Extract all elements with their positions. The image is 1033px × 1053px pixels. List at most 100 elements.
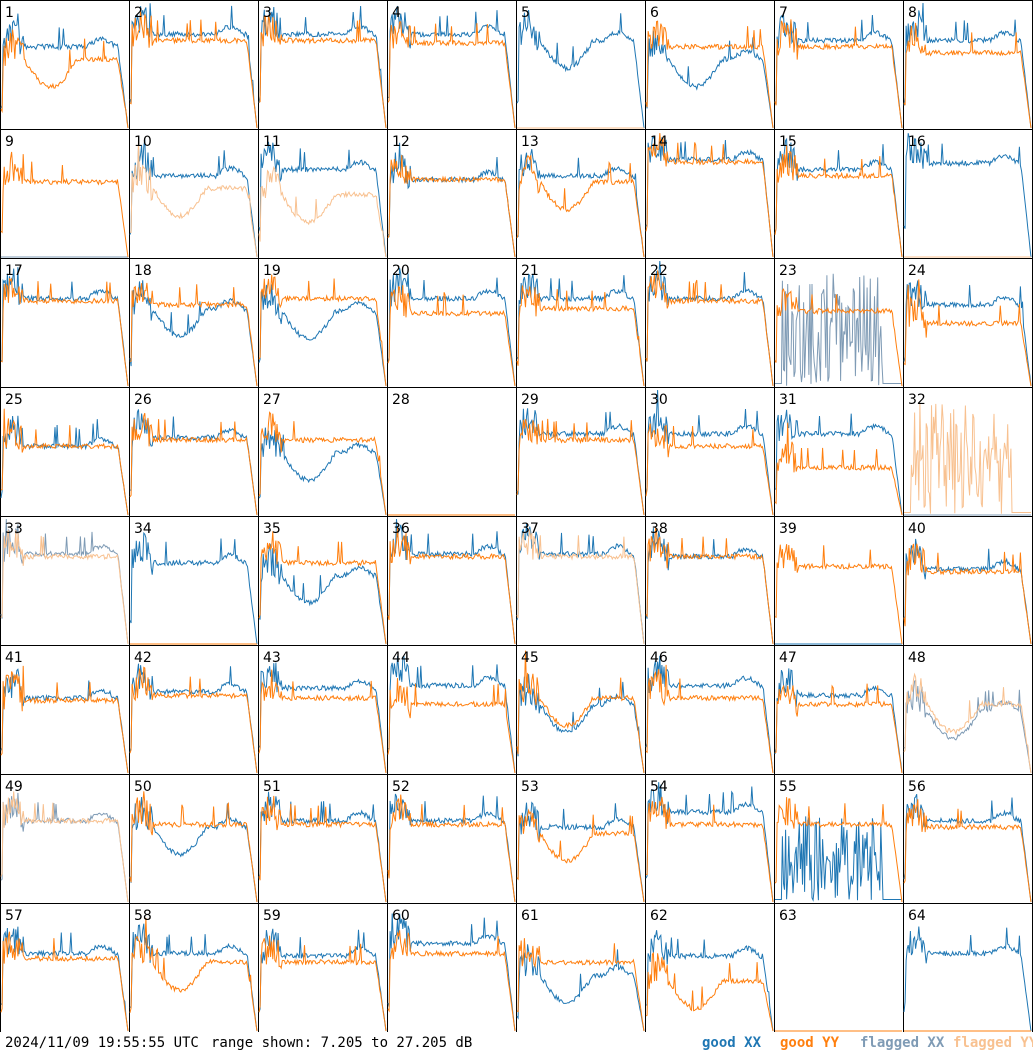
panel-frame bbox=[516, 645, 646, 775]
antenna-panel-14: 14 bbox=[645, 129, 775, 259]
antenna-panel-7: 7 bbox=[774, 0, 904, 130]
xx-trace bbox=[645, 782, 774, 903]
panel-frame bbox=[387, 129, 517, 259]
antenna-label: 32 bbox=[908, 392, 926, 408]
panel-frame bbox=[774, 0, 904, 130]
antenna-panel-42: 42 bbox=[129, 645, 259, 775]
antenna-panel-36: 36 bbox=[387, 516, 517, 646]
antenna-label: 43 bbox=[263, 650, 281, 666]
antenna-panel-10: 10 bbox=[129, 129, 259, 259]
panel-frame bbox=[774, 903, 904, 1032]
xx-trace bbox=[129, 663, 258, 774]
antenna-label: 12 bbox=[392, 134, 410, 150]
antenna-panel-34: 34 bbox=[129, 516, 259, 646]
panel-frame bbox=[129, 258, 259, 388]
yy-trace bbox=[129, 791, 258, 903]
antenna-panel-57: 57 bbox=[0, 903, 130, 1032]
yy-trace bbox=[0, 931, 129, 1032]
antenna-panel-37: 37 bbox=[516, 516, 646, 646]
antenna-label: 22 bbox=[650, 263, 668, 279]
panel-frame bbox=[516, 0, 646, 130]
panel-frame bbox=[387, 516, 517, 646]
antenna-label: 18 bbox=[134, 263, 152, 279]
timestamp: 2024/11/09 19:55:55 UTC bbox=[5, 1035, 199, 1051]
yy-trace bbox=[129, 282, 258, 387]
xx-trace bbox=[129, 531, 258, 645]
antenna-panel-53: 53 bbox=[516, 774, 646, 904]
yy-trace bbox=[129, 917, 258, 1032]
panel-frame bbox=[903, 516, 1033, 646]
antenna-label: 61 bbox=[521, 908, 539, 924]
panel-frame bbox=[0, 903, 130, 1032]
panel-frame bbox=[129, 645, 259, 775]
antenna-label: 25 bbox=[5, 392, 23, 408]
yy-trace bbox=[645, 20, 774, 129]
xx-trace bbox=[516, 273, 645, 387]
xx-trace bbox=[775, 273, 902, 386]
yy-trace bbox=[903, 799, 1032, 903]
antenna-panel-8: 8 bbox=[903, 0, 1033, 130]
xx-trace bbox=[0, 926, 129, 1032]
yy-trace bbox=[258, 411, 387, 516]
range-label: range shown: 7.205 to 27.205 dB bbox=[211, 1035, 473, 1051]
antenna-panel-29: 29 bbox=[516, 387, 646, 517]
yy-trace bbox=[0, 277, 129, 387]
antenna-panel-11: 11 bbox=[258, 129, 388, 259]
yy-trace bbox=[0, 408, 129, 516]
antenna-label: 4 bbox=[392, 5, 401, 21]
yy-trace bbox=[0, 791, 129, 903]
antenna-label: 57 bbox=[5, 908, 23, 924]
antenna-panel-26: 26 bbox=[129, 387, 259, 517]
xx-trace bbox=[516, 9, 645, 129]
antenna-panel-23: 23 bbox=[774, 258, 904, 388]
antenna-panel-5: 5 bbox=[516, 0, 646, 130]
xx-trace bbox=[0, 415, 129, 516]
antenna-label: 20 bbox=[392, 263, 410, 279]
antenna-panel-33: 33 bbox=[0, 516, 130, 646]
antenna-label: 40 bbox=[908, 521, 926, 537]
antenna-label: 5 bbox=[521, 5, 530, 21]
yy-trace bbox=[387, 794, 516, 903]
xx-trace bbox=[774, 137, 903, 258]
xx-trace bbox=[516, 801, 645, 903]
antenna-label: 21 bbox=[521, 263, 539, 279]
yy-trace bbox=[516, 650, 645, 774]
panel-frame bbox=[645, 645, 775, 775]
panel-frame bbox=[0, 516, 130, 646]
antenna-label: 13 bbox=[521, 134, 539, 150]
yy-trace bbox=[516, 155, 645, 258]
antenna-label: 15 bbox=[779, 134, 797, 150]
antenna-label: 30 bbox=[650, 392, 668, 408]
antenna-label: 45 bbox=[521, 650, 539, 666]
panel-frame bbox=[645, 516, 775, 646]
antenna-panel-60: 60 bbox=[387, 903, 517, 1032]
xx-trace bbox=[903, 679, 1032, 774]
xx-trace bbox=[258, 141, 387, 258]
yy-trace bbox=[0, 151, 129, 258]
yy-trace bbox=[387, 930, 516, 1032]
yy-trace bbox=[0, 29, 129, 129]
antenna-panel-55: 55 bbox=[774, 774, 904, 904]
antenna-panel-52: 52 bbox=[387, 774, 517, 904]
yy-trace bbox=[904, 403, 1031, 514]
yy-trace bbox=[645, 796, 774, 903]
antenna-label: 10 bbox=[134, 134, 152, 150]
antenna-panel-47: 47 bbox=[774, 645, 904, 775]
panel-frame bbox=[903, 903, 1033, 1032]
xx-trace bbox=[129, 796, 258, 903]
antenna-panel-41: 41 bbox=[0, 645, 130, 775]
antenna-label: 11 bbox=[263, 134, 281, 150]
xx-trace bbox=[0, 518, 129, 645]
antenna-panel-59: 59 bbox=[258, 903, 388, 1032]
xx-trace bbox=[645, 655, 774, 774]
panel-frame bbox=[258, 258, 388, 388]
antenna-label: 34 bbox=[134, 521, 152, 537]
antenna-panel-56: 56 bbox=[903, 774, 1033, 904]
antenna-panel-48: 48 bbox=[903, 645, 1033, 775]
antenna-panel-50: 50 bbox=[129, 774, 259, 904]
antenna-panel-62: 62 bbox=[645, 903, 775, 1032]
antenna-panel-6: 6 bbox=[645, 0, 775, 130]
xx-trace bbox=[645, 389, 774, 516]
yy-trace bbox=[516, 285, 645, 387]
antenna-panel-16: 16 bbox=[903, 129, 1033, 259]
